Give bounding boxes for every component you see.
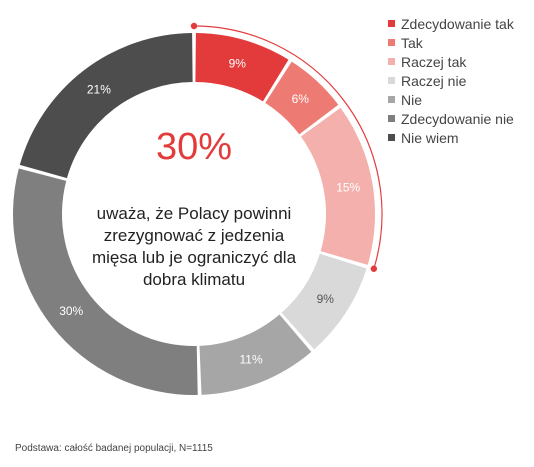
- donut-segment: [12, 168, 198, 396]
- legend-swatch: [388, 115, 395, 122]
- legend-item: Raczej tak: [388, 52, 514, 71]
- legend-swatch: [388, 134, 395, 141]
- legend-label: Zdecydowanie tak: [401, 15, 514, 32]
- donut-segment: [300, 107, 375, 265]
- value-label: 9%: [229, 57, 247, 71]
- legend-swatch: [388, 96, 395, 103]
- donut-segment: [265, 61, 339, 135]
- value-label: 21%: [87, 83, 111, 97]
- donut-segment: [195, 33, 289, 102]
- highlight-arc-end-dot: [370, 265, 378, 272]
- legend-label: Tak: [401, 34, 423, 51]
- donut-segment: [199, 314, 312, 395]
- legend-swatch: [388, 20, 395, 27]
- legend-swatch: [388, 77, 395, 84]
- legend-label: Zdecydowanie nie: [401, 110, 514, 127]
- legend-item: Nie wiem: [388, 128, 514, 147]
- legend-label: Raczej nie: [401, 72, 467, 89]
- center-description: uważa, że Polacy powinni zrezygnować z j…: [91, 204, 297, 289]
- legend-label: Nie: [401, 91, 423, 108]
- footnote: Podstawa: całość badanej populacji, N=11…: [15, 443, 213, 454]
- legend-label: Raczej tak: [401, 53, 467, 70]
- legend: Zdecydowanie tak Tak Raczej tak Raczej n…: [388, 14, 514, 147]
- value-label: 9%: [317, 292, 335, 306]
- highlight-arc: [193, 25, 383, 269]
- value-label: 15%: [336, 180, 360, 194]
- legend-item: Tak: [388, 33, 514, 52]
- legend-item: Zdecydowanie nie: [388, 109, 514, 128]
- legend-item: Nie: [388, 90, 514, 109]
- highlight-arc-end-dot: [190, 22, 198, 30]
- value-label: 30%: [59, 304, 83, 318]
- donut-segment: [19, 33, 193, 179]
- legend-swatch: [388, 39, 395, 46]
- value-label: 6%: [292, 92, 310, 106]
- value-label: 11%: [239, 353, 262, 367]
- legend-swatch: [388, 58, 395, 65]
- legend-item: Zdecydowanie tak: [388, 14, 514, 33]
- legend-item: Raczej nie: [388, 71, 514, 90]
- donut-segment: [281, 253, 367, 350]
- center-percentage: 30%: [155, 126, 233, 168]
- legend-label: Nie wiem: [401, 129, 459, 146]
